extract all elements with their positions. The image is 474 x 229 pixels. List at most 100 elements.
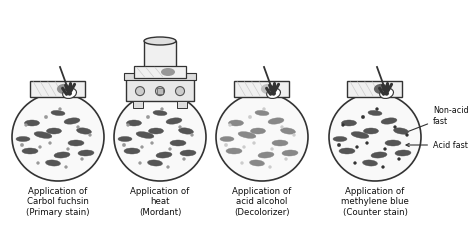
Ellipse shape xyxy=(393,126,396,129)
Ellipse shape xyxy=(114,94,206,181)
Ellipse shape xyxy=(368,111,382,116)
Ellipse shape xyxy=(272,140,288,146)
Ellipse shape xyxy=(44,116,48,119)
Ellipse shape xyxy=(144,38,176,46)
Ellipse shape xyxy=(170,140,186,146)
Ellipse shape xyxy=(226,148,242,154)
Ellipse shape xyxy=(393,128,409,135)
Ellipse shape xyxy=(146,116,150,119)
Ellipse shape xyxy=(364,128,379,134)
Ellipse shape xyxy=(124,148,140,154)
Ellipse shape xyxy=(138,162,142,165)
Ellipse shape xyxy=(248,116,252,119)
Ellipse shape xyxy=(140,146,144,149)
Ellipse shape xyxy=(57,85,73,95)
Ellipse shape xyxy=(375,108,379,111)
Ellipse shape xyxy=(258,152,274,158)
Ellipse shape xyxy=(220,137,234,142)
Ellipse shape xyxy=(155,87,164,96)
Ellipse shape xyxy=(281,126,283,129)
Ellipse shape xyxy=(136,132,154,139)
Bar xyxy=(133,101,143,109)
Ellipse shape xyxy=(191,134,193,137)
Ellipse shape xyxy=(249,160,264,166)
Ellipse shape xyxy=(224,144,228,147)
Ellipse shape xyxy=(46,128,62,134)
Ellipse shape xyxy=(58,108,62,111)
Ellipse shape xyxy=(25,120,39,126)
Bar xyxy=(124,74,196,81)
Text: Acid fast: Acid fast xyxy=(406,141,468,150)
Ellipse shape xyxy=(76,126,80,129)
Ellipse shape xyxy=(351,132,369,139)
Text: Non-acid
fast: Non-acid fast xyxy=(403,106,469,134)
Ellipse shape xyxy=(271,148,273,151)
Ellipse shape xyxy=(64,118,80,125)
Ellipse shape xyxy=(175,87,184,96)
Ellipse shape xyxy=(68,140,84,146)
Ellipse shape xyxy=(127,124,129,127)
Ellipse shape xyxy=(363,160,377,166)
Ellipse shape xyxy=(46,160,61,166)
Ellipse shape xyxy=(253,142,255,145)
Ellipse shape xyxy=(36,162,39,165)
Ellipse shape xyxy=(243,146,246,149)
Ellipse shape xyxy=(341,124,345,127)
Text: Application of
acid alcohol
(Decolorizer): Application of acid alcohol (Decolorizer… xyxy=(232,186,292,216)
Ellipse shape xyxy=(20,144,24,147)
Bar xyxy=(30,82,85,98)
Ellipse shape xyxy=(380,89,393,99)
Ellipse shape xyxy=(147,160,163,166)
Ellipse shape xyxy=(54,152,70,158)
Ellipse shape xyxy=(161,69,175,77)
Ellipse shape xyxy=(292,134,295,137)
Ellipse shape xyxy=(180,150,196,156)
Bar xyxy=(157,89,163,95)
Ellipse shape xyxy=(371,152,387,158)
Ellipse shape xyxy=(268,166,272,169)
Ellipse shape xyxy=(89,134,91,137)
Ellipse shape xyxy=(255,111,269,116)
Ellipse shape xyxy=(168,148,172,151)
Bar xyxy=(177,101,187,109)
Ellipse shape xyxy=(78,150,94,156)
Ellipse shape xyxy=(166,166,170,169)
Ellipse shape xyxy=(383,148,386,151)
Ellipse shape xyxy=(63,89,76,99)
Ellipse shape xyxy=(216,94,308,181)
Ellipse shape xyxy=(38,146,42,149)
Ellipse shape xyxy=(156,152,172,158)
Ellipse shape xyxy=(395,150,411,156)
Ellipse shape xyxy=(51,111,65,116)
Ellipse shape xyxy=(161,108,164,111)
Ellipse shape xyxy=(281,128,295,135)
Ellipse shape xyxy=(405,134,409,137)
Ellipse shape xyxy=(148,128,164,134)
Ellipse shape xyxy=(81,158,83,161)
Bar xyxy=(235,82,290,98)
Ellipse shape xyxy=(179,126,182,129)
Ellipse shape xyxy=(153,111,167,116)
Ellipse shape xyxy=(365,142,368,145)
Ellipse shape xyxy=(16,137,30,142)
Ellipse shape xyxy=(282,150,298,156)
Ellipse shape xyxy=(240,162,244,165)
Ellipse shape xyxy=(263,108,265,111)
Text: Application of
Carbol fuchsin
(Primary stain): Application of Carbol fuchsin (Primary s… xyxy=(26,186,90,216)
Ellipse shape xyxy=(268,118,284,125)
Ellipse shape xyxy=(25,124,27,127)
Ellipse shape xyxy=(136,87,145,96)
Ellipse shape xyxy=(385,140,401,146)
Ellipse shape xyxy=(284,158,288,161)
Ellipse shape xyxy=(250,128,265,134)
Text: Application of
heat
(Mordant): Application of heat (Mordant) xyxy=(130,186,190,216)
Ellipse shape xyxy=(77,128,91,135)
Ellipse shape xyxy=(267,89,281,99)
Ellipse shape xyxy=(354,162,356,165)
Ellipse shape xyxy=(356,146,358,149)
Bar xyxy=(126,80,194,101)
Ellipse shape xyxy=(228,124,231,127)
Bar xyxy=(134,67,186,79)
Ellipse shape xyxy=(261,85,276,95)
Ellipse shape xyxy=(12,94,104,181)
